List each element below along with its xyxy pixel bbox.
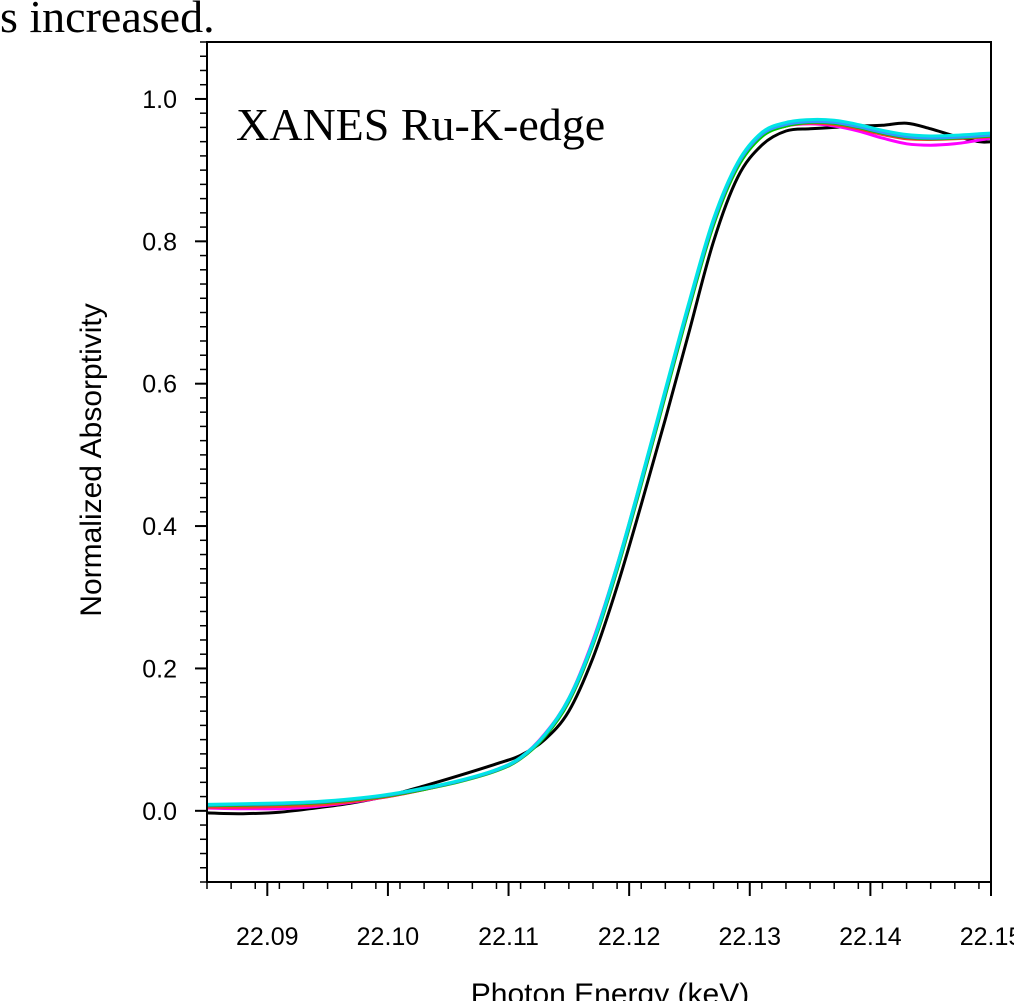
y-tick-label: 0.8 [142, 228, 177, 256]
plot-frame [206, 41, 992, 883]
y-tick-label: 1.0 [142, 86, 177, 114]
x-tick-label: 22.11 [478, 923, 539, 951]
series-line-1 [207, 121, 991, 816]
x-tick-label: 22.15 [960, 923, 1014, 951]
series-layer [207, 117, 991, 816]
x-tick-label: 22.10 [357, 923, 420, 951]
y-axis-title: Normalized Absorptivity [75, 303, 108, 616]
ticks-layer: 0.0 0.2 0.4 0.6 0.8 1.0 22.09 22.10 22.11 22.12 22… [142, 41, 1014, 951]
series-line-6 [207, 117, 991, 806]
x-tick-label: 22.09 [236, 923, 299, 951]
x-tick-label: 22.12 [598, 923, 661, 951]
y-tick-label: 0.2 [142, 655, 177, 683]
chart-title: XANES Ru-K-edge [236, 99, 605, 150]
series-line-3 [207, 121, 991, 809]
y-tick-label: 0.6 [142, 371, 177, 399]
series-line-2 [207, 122, 991, 811]
series-line-4 [207, 120, 991, 808]
y-tick-label: 0.4 [142, 513, 177, 541]
top-caption-text: s increased. [0, 0, 215, 42]
x-axis-title: Photon Energy (keV) [471, 978, 749, 1001]
y-tick-label: 0.0 [142, 798, 177, 826]
x-tick-label: 22.13 [718, 923, 781, 951]
series-line-5 [207, 120, 991, 807]
x-tick-label: 22.14 [839, 923, 902, 951]
